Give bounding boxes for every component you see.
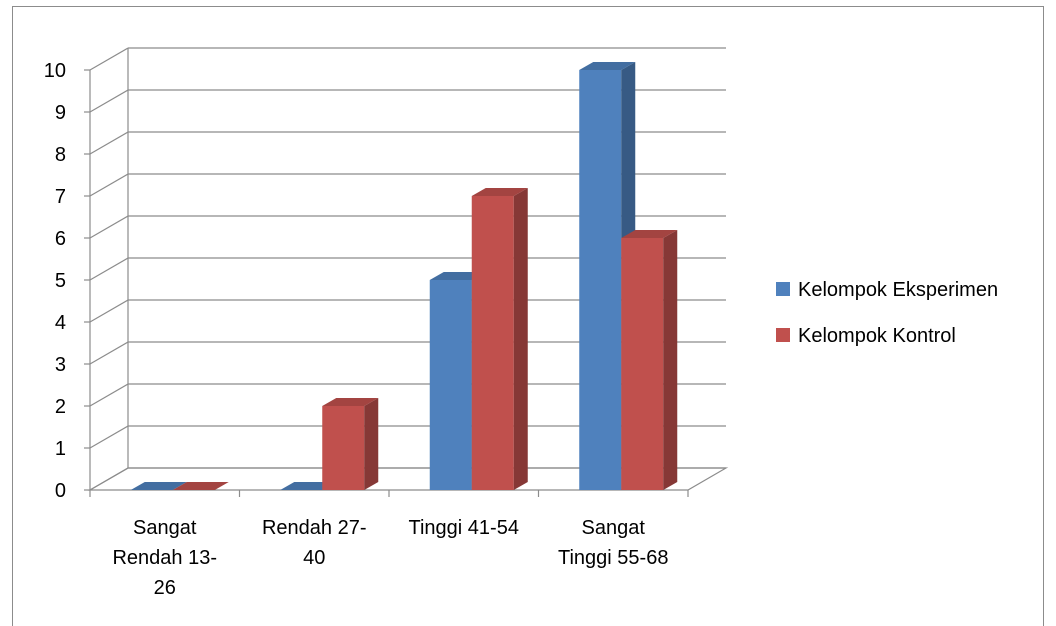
y-tick-label-2: 2 [55, 396, 66, 418]
gridline-side-9 [89, 89, 129, 113]
y-tick-label-7: 7 [55, 186, 66, 208]
gridline-side-10 [89, 47, 129, 71]
y-tick-label-4: 4 [55, 312, 66, 334]
gridline-side-2 [89, 383, 129, 407]
y-tick-label-3: 3 [55, 354, 66, 376]
y-tick-label-6: 6 [55, 228, 66, 250]
bar-1-1 [322, 398, 379, 490]
x-tick-label-2: Tinggi 41-54 [409, 517, 519, 539]
y-tick-label-1: 1 [55, 438, 66, 460]
gridline-side-1 [89, 425, 129, 449]
y-tick-label-0: 0 [55, 480, 66, 502]
gridline-side-3 [89, 341, 129, 365]
gridline-side-8 [89, 131, 129, 155]
x-tick-label-0: Sangat Rendah 13-26 [112, 517, 217, 599]
gridline-side-7 [89, 173, 129, 197]
legend-swatch-0 [776, 282, 790, 296]
gridline-side-5 [89, 257, 129, 281]
y-tick-label-8: 8 [55, 144, 66, 166]
legend-swatch-1 [776, 328, 790, 342]
bar-0-1 [172, 482, 229, 490]
legend-label-0: Kelompok Eksperimen [798, 279, 998, 301]
chart-frame [12, 6, 1044, 626]
y-tick-label-10: 10 [44, 60, 66, 82]
y-tick-label-5: 5 [55, 270, 66, 292]
gridline-side-6 [89, 215, 129, 239]
bar-2-1 [471, 188, 528, 490]
x-tick-label-3: Sangat Tinggi 55-68 [558, 517, 668, 569]
gridline-side-4 [89, 299, 129, 323]
legend-label-1: Kelompok Kontrol [798, 325, 956, 347]
y-tick-label-9: 9 [55, 102, 66, 124]
bar-0-0 [130, 482, 187, 490]
x-tick-label-1: Rendah 27-40 [262, 517, 367, 569]
bar-3-1 [621, 230, 678, 490]
